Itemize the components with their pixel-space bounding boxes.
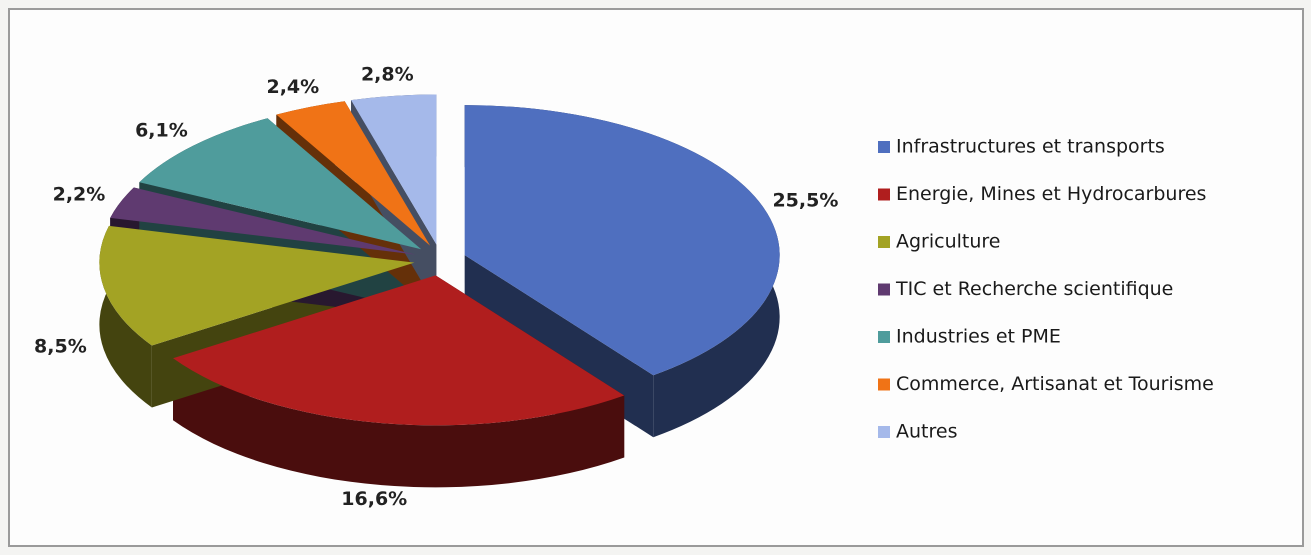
legend-swatch <box>878 283 890 296</box>
slice <box>110 187 416 255</box>
legend-label: Commerce, Artisanat et Tourisme <box>896 373 1214 395</box>
legend-swatch <box>878 188 890 201</box>
slice-side <box>99 225 152 408</box>
value-label: 6,1% <box>135 120 188 142</box>
value-label: 8,5% <box>34 336 87 358</box>
slice <box>351 94 437 245</box>
value-label: 2,8% <box>361 64 414 86</box>
value-label: 16,6% <box>341 488 407 510</box>
chart: 25,5% 16,6% 8,5% 2,2% 6,1% 2,4% 2,8% Infrastruc… <box>34 64 1214 511</box>
legend-label: Infrastructures et transports <box>896 136 1165 158</box>
slice <box>276 101 431 246</box>
legend-label: Industries et PME <box>896 326 1061 348</box>
legend-swatch <box>878 141 890 153</box>
legend-label: Energie, Mines et Hydrocarbures <box>896 183 1206 205</box>
slice-side <box>173 358 625 488</box>
legend-swatch <box>878 378 890 391</box>
slice <box>139 118 422 250</box>
value-label: 2,4% <box>266 76 319 98</box>
chart-frame: 25,5% 16,6% 8,5% 2,2% 6,1% 2,4% 2,8% Infrastruc… <box>8 8 1304 547</box>
value-label: 25,5% <box>772 190 838 212</box>
legend-swatch <box>878 236 890 248</box>
slice <box>99 225 415 346</box>
legend-swatch <box>878 426 890 438</box>
value-label: 2,2% <box>53 184 106 206</box>
slice <box>464 105 780 376</box>
legend-swatch <box>878 331 890 343</box>
slice <box>173 275 625 426</box>
legend-label: Agriculture <box>896 231 1001 253</box>
legend-label: TIC et Recherche scientifique <box>895 278 1173 300</box>
legend-label: Autres <box>896 421 957 443</box>
